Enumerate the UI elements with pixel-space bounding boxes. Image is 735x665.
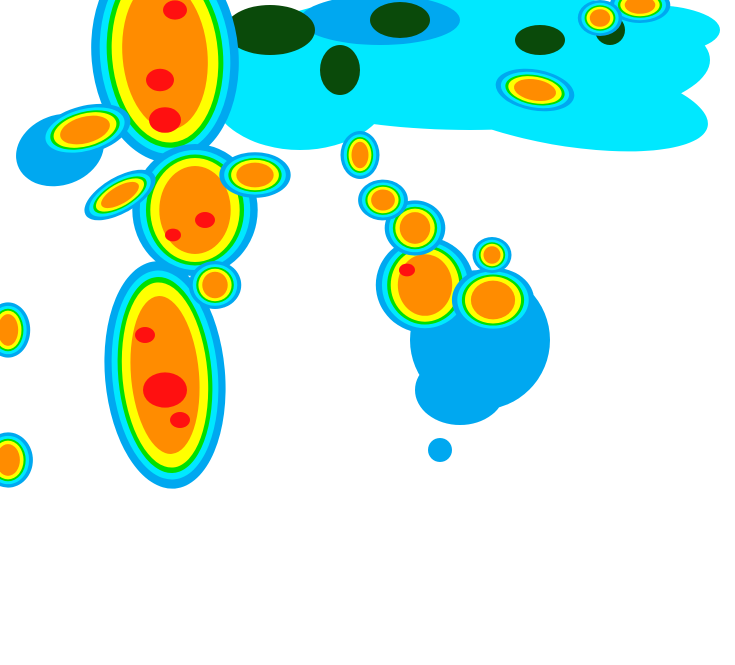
cell-intense-rain [624, 0, 656, 14]
cell-intense-rain [0, 314, 19, 346]
cell-intense-rain [371, 189, 395, 211]
cell-intense-rain [399, 212, 431, 244]
cell-intense-rain [202, 271, 228, 299]
heavy-edge-patch [370, 2, 430, 38]
cell-intense-rain [513, 78, 557, 102]
cell-core [146, 68, 174, 92]
heavy-edge-patch [515, 25, 565, 55]
light-precip-area [415, 355, 505, 425]
cell-intense-rain [397, 254, 453, 316]
cell-intense-rain [60, 115, 110, 145]
cell-intense-rain [0, 444, 20, 476]
cell-intense-rain [351, 141, 369, 169]
cell-core [399, 263, 415, 277]
heavy-edge-patch [225, 5, 315, 55]
cell-core [135, 327, 155, 343]
cell-core [143, 372, 187, 408]
cell-intense-rain [470, 280, 516, 320]
cell-core [165, 228, 181, 242]
cell-core [170, 412, 190, 428]
cell-intense-rain [589, 9, 611, 27]
cell-intense-rain [101, 181, 139, 209]
cell-intense-rain [236, 162, 274, 188]
cell-intense-rain [483, 246, 501, 264]
storm-cells [0, 0, 671, 489]
cell-intense-rain [122, 0, 208, 130]
light-precip-area [428, 438, 452, 462]
cell-core [163, 0, 187, 20]
cell-core [149, 107, 181, 133]
cell-core [195, 212, 215, 228]
heavy-edge-patch [320, 45, 360, 95]
